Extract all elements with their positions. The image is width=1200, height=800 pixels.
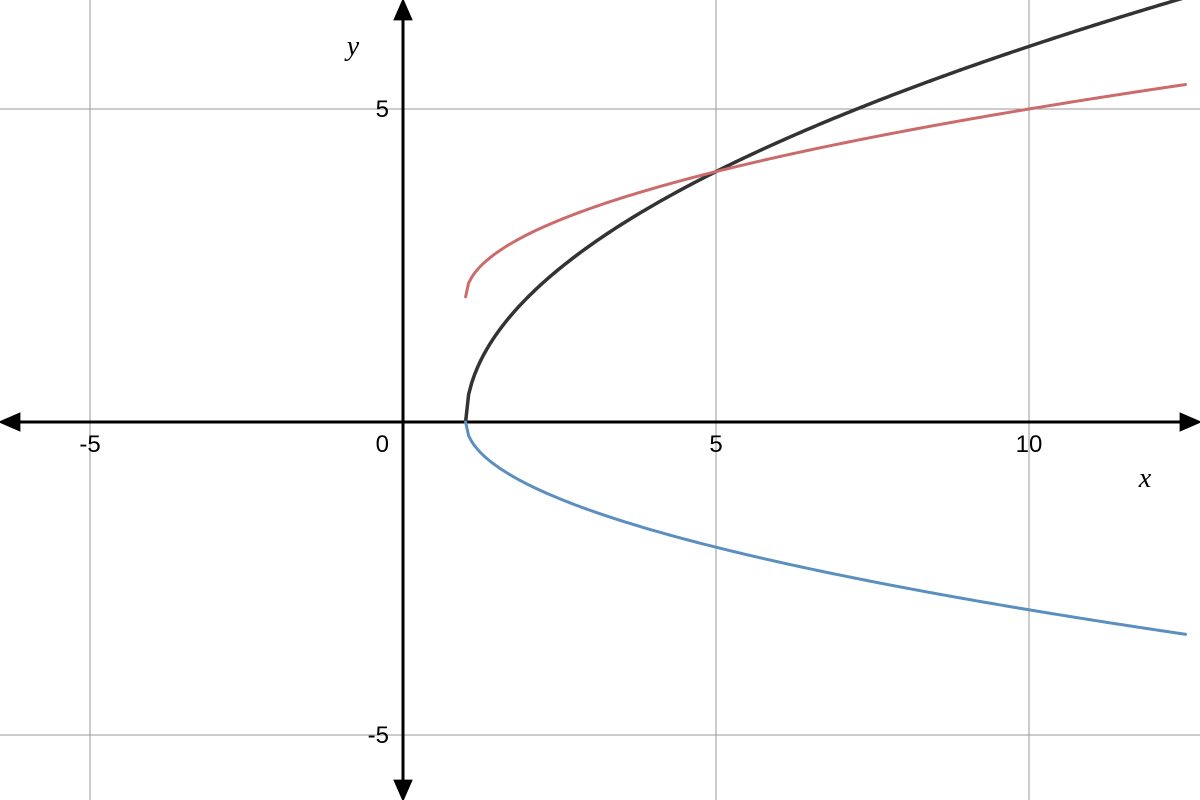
x-tick-label: 5 <box>709 431 722 458</box>
x-axis-label: x <box>1138 463 1152 494</box>
coordinate-plot: -5 0 5 10 -5 5 y x <box>0 0 1200 800</box>
x-tick-label: 0 <box>376 431 389 458</box>
series-black-upper <box>466 0 1186 422</box>
y-axis-label: y <box>344 31 360 62</box>
x-tick-label: -5 <box>79 431 100 458</box>
axes <box>0 0 1200 800</box>
series-red-upper <box>466 85 1186 297</box>
y-tick-label: 5 <box>376 96 389 123</box>
series-group <box>466 0 1186 634</box>
x-tick-label: 10 <box>1016 431 1043 458</box>
y-tick-label: -5 <box>368 722 389 749</box>
series-blue-lower <box>466 422 1186 634</box>
gridlines <box>0 0 1200 800</box>
